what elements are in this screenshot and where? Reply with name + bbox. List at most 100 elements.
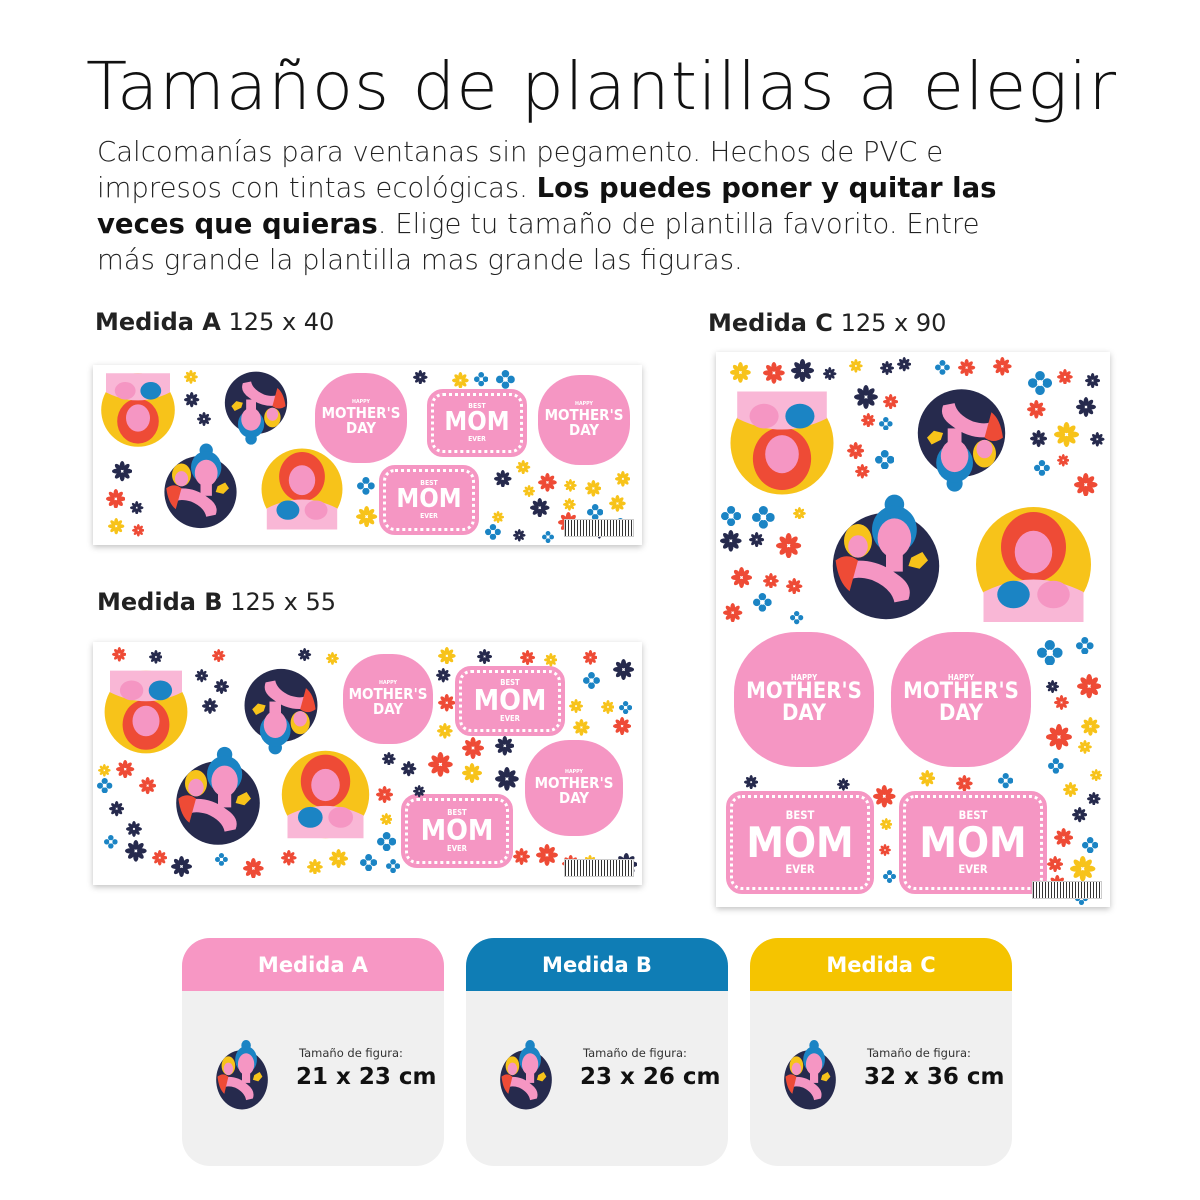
mother-figure-icon (776, 1033, 844, 1111)
star-flower-sticker (544, 652, 558, 666)
star-flower-sticker (401, 761, 416, 776)
star-flower-sticker (1072, 807, 1087, 822)
star-flower-sticker (112, 647, 127, 662)
flower-sticker (1037, 640, 1063, 666)
flower-sticker (752, 506, 775, 529)
star-flower-sticker (919, 770, 936, 787)
star-flower-sticker (720, 530, 742, 552)
star-flower-sticker (1046, 678, 1059, 691)
star-flower-sticker (573, 719, 590, 736)
star-flower-sticker (139, 777, 156, 794)
sheet-name: Medida A (95, 308, 221, 336)
star-flower-sticker (569, 698, 583, 712)
star-flower-sticker (495, 767, 519, 791)
happy-mothers-day-sticker: HAPPY MOTHER'S DAY (343, 654, 433, 744)
sticker-text: EVER (447, 844, 467, 854)
star-flower-sticker (609, 495, 626, 512)
star-flower-sticker (1054, 422, 1079, 447)
sheet-dims: 125 x 55 (230, 588, 337, 616)
mother-figure-sticker (163, 737, 273, 847)
mother-figure-sticker (278, 747, 373, 842)
sticker-text: EVER (500, 714, 520, 724)
star-flower-sticker (776, 533, 801, 558)
star-flower-sticker (329, 849, 348, 868)
star-flower-sticker (956, 775, 973, 792)
sheet-name: Medida B (97, 588, 223, 616)
star-flower-sticker (1054, 695, 1069, 710)
star-flower-sticker (523, 482, 535, 494)
star-flower-sticker (106, 489, 126, 509)
star-flower-sticker (731, 567, 752, 588)
star-flower-sticker (615, 471, 631, 487)
sticker-text: BEST (447, 808, 467, 818)
barcode (564, 859, 634, 877)
star-flower-sticker (212, 647, 225, 660)
star-flower-sticker (854, 385, 878, 409)
star-flower-sticker (855, 464, 870, 479)
star-flower-sticker (613, 717, 631, 735)
star-flower-sticker (152, 850, 167, 865)
flower-sticker (753, 593, 772, 612)
star-flower-sticker (723, 603, 742, 622)
sticker-text: DAY (569, 420, 599, 439)
star-flower-sticker (536, 844, 558, 866)
description-bold: Los puedes poner y quitar las veces que … (97, 172, 997, 240)
sheet-label-c: Medida C 125 x 90 (708, 309, 946, 337)
star-flower-sticker (730, 362, 751, 383)
star-flower-sticker (452, 372, 469, 389)
star-flower-sticker (495, 736, 515, 756)
sticker-text: MOTHER'S (544, 405, 624, 424)
card-header: Medida B (466, 938, 728, 991)
star-flower-sticker (109, 801, 124, 816)
sticker-text: MOTHER'S (534, 773, 614, 792)
star-flower-sticker (1087, 790, 1101, 804)
star-flower-sticker (849, 358, 863, 372)
star-flower-sticker (513, 848, 530, 865)
star-flower-sticker (564, 477, 577, 490)
flower-sticker (998, 773, 1013, 788)
sticker-text: HAPPY (565, 769, 583, 776)
sticker-text: EVER (958, 862, 988, 876)
happy-mothers-day-sticker: HAPPY MOTHER'S DAY (315, 373, 407, 463)
size-card-b: Medida B Tamaño de figura: 23 x 26 cm (466, 938, 728, 1166)
flower-sticker (357, 477, 375, 495)
star-flower-sticker (380, 810, 393, 823)
star-flower-sticker (1057, 369, 1073, 385)
star-flower-sticker (436, 668, 451, 683)
sheet-label-a: Medida A 125 x 40 (95, 308, 334, 336)
flower-sticker (386, 859, 400, 873)
figure-size-value: 23 x 26 cm (580, 1064, 721, 1090)
star-flower-sticker (861, 412, 876, 427)
flower-sticker (721, 506, 741, 526)
star-flower-sticker (601, 699, 615, 713)
figure-size-value: 21 x 23 cm (296, 1064, 437, 1090)
sticker-text: MOTHER'S (321, 403, 401, 422)
star-flower-sticker (883, 394, 898, 409)
page-title: Tamaños de plantillas a elegir (86, 48, 1118, 125)
sticker-text: BEST (500, 678, 520, 688)
card-header: Medida C (750, 938, 1012, 991)
star-flower-sticker (125, 840, 147, 862)
star-flower-sticker (195, 668, 208, 681)
sticker-sheet-c: HAPPY MOTHER'S DAY HAPPY MOTHER'S DAY BEST MOM E… (716, 352, 1110, 907)
star-flower-sticker (197, 411, 211, 425)
sticker-text: MOTHER'S (348, 684, 428, 703)
star-flower-sticker (1090, 766, 1102, 778)
star-flower-sticker (116, 760, 134, 778)
sheet-dims: 125 x 90 (840, 309, 947, 337)
star-flower-sticker (749, 532, 764, 547)
sticker-text: HAPPY (575, 401, 593, 408)
sticker-text: HAPPY (379, 680, 397, 687)
best-mom-ever-sticker: BEST MOM EVER (427, 389, 527, 457)
flower-sticker (474, 372, 488, 386)
mother-figure-icon (492, 1033, 560, 1111)
star-flower-sticker (744, 774, 758, 788)
flower-sticker (360, 854, 377, 871)
star-flower-sticker (108, 518, 124, 534)
flower-sticker (1028, 371, 1052, 395)
star-flower-sticker (847, 442, 864, 459)
sticker-text: EVER (785, 862, 815, 876)
flower-sticker (1048, 758, 1064, 774)
description: Calcomanías para ventanas sin pegamento.… (97, 134, 1027, 278)
flower-sticker (496, 370, 515, 389)
